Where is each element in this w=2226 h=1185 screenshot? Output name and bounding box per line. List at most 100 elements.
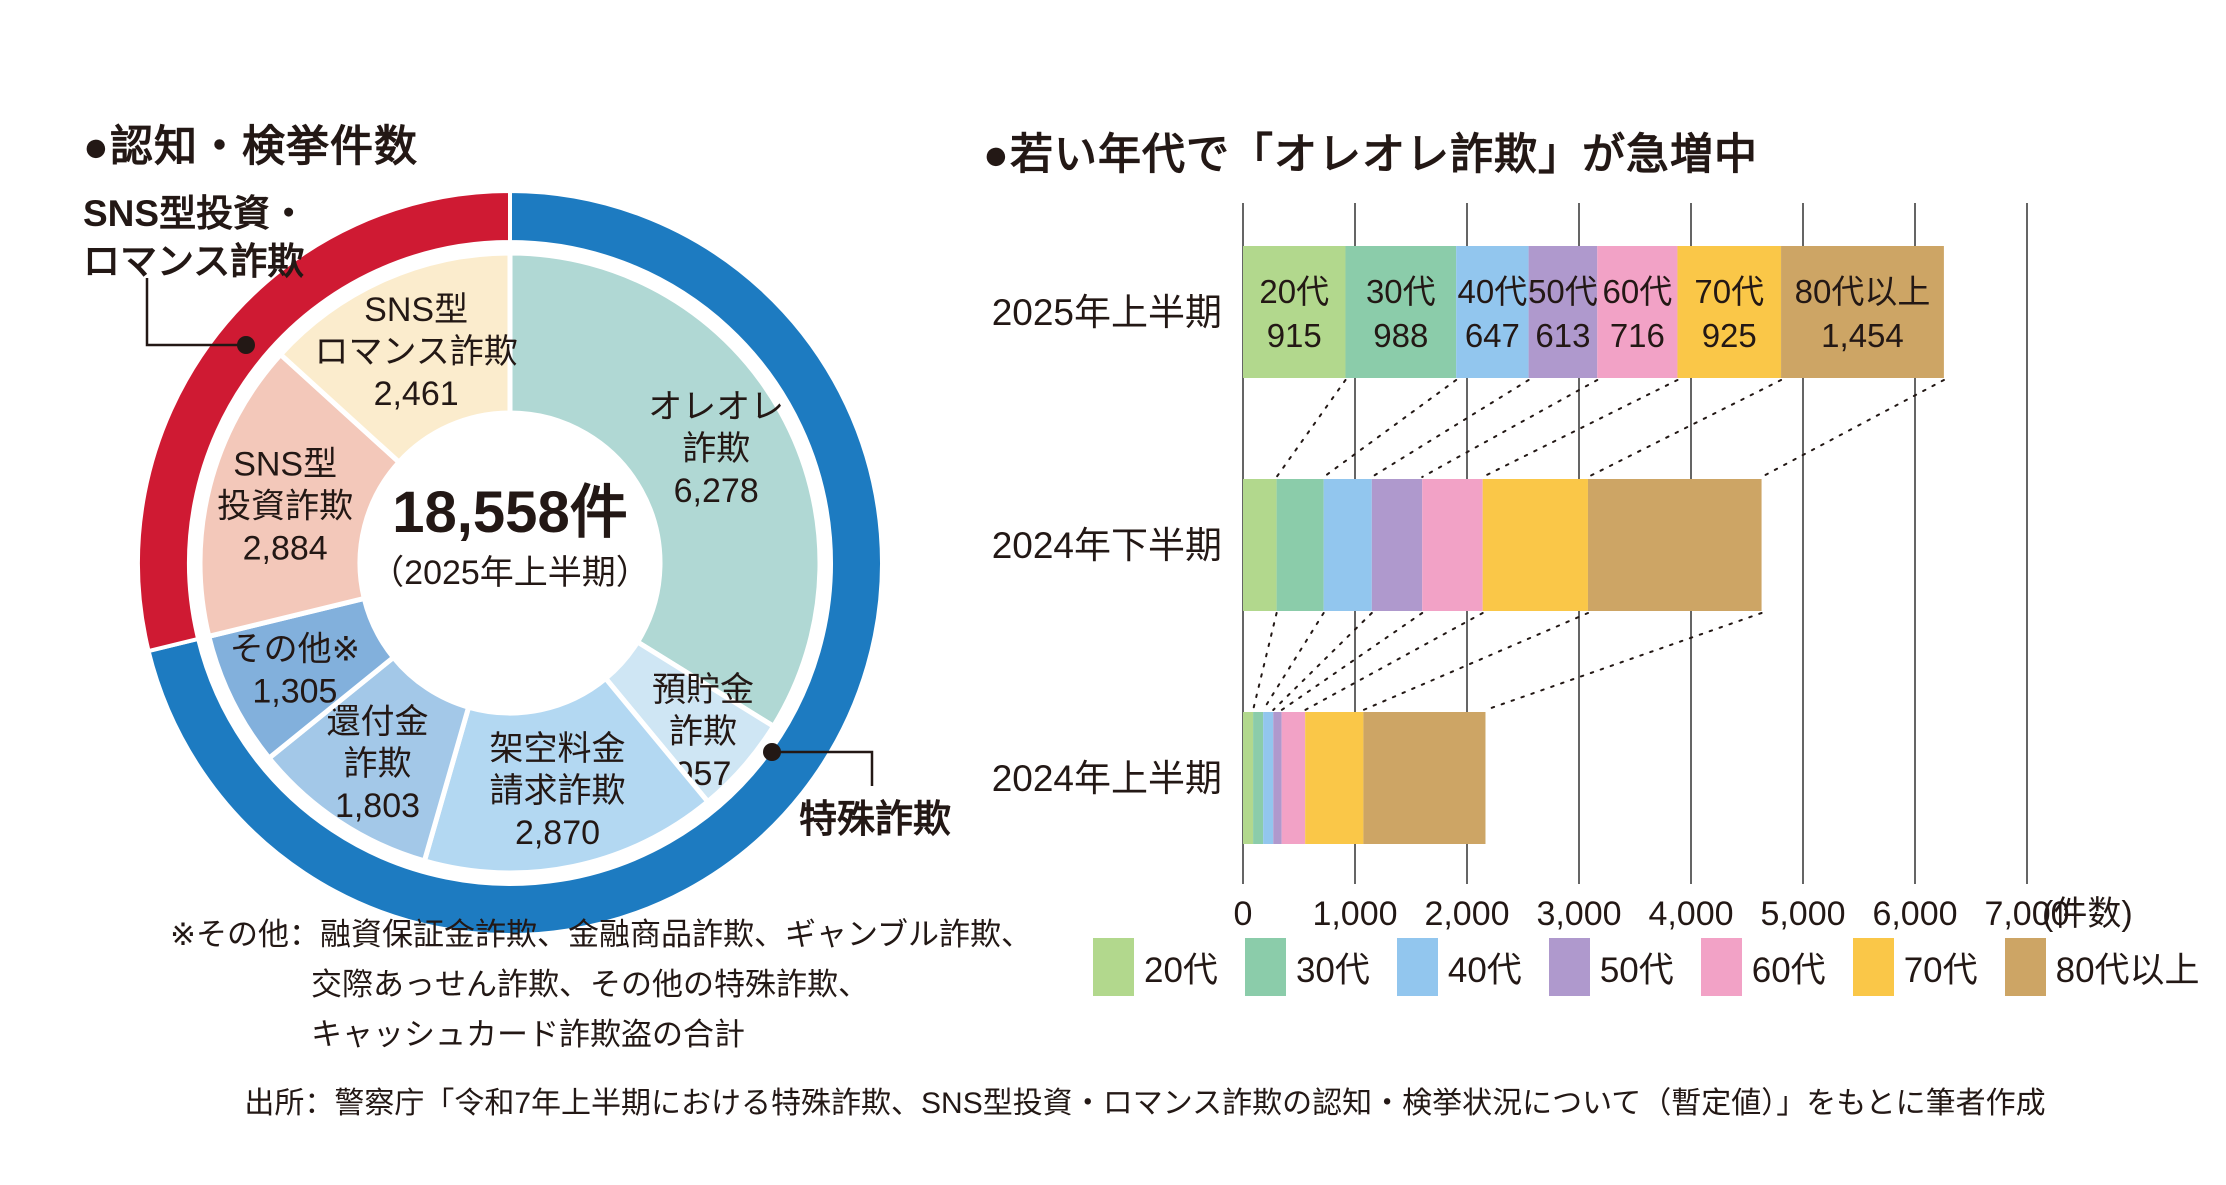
bar-segment-40代 — [1323, 479, 1372, 611]
legend: 20代 30代 40代 50代 60代 70代 80代以上 — [1093, 938, 2200, 996]
row-label-2: 2024年下半期 — [992, 525, 1222, 566]
x-tick-label: 2,000 — [1424, 895, 1509, 933]
sns-annotation-line — [145, 278, 240, 347]
legend-swatch — [2004, 938, 2046, 996]
connector-dotted-line — [1421, 379, 1599, 478]
donut-segment-label-toushi: SNS型投資詐欺 2,884 — [217, 446, 353, 568]
legend-swatch — [1093, 938, 1134, 996]
donut-segment-oreore — [507, 250, 823, 729]
legend-item-70代: 70代 — [1852, 938, 1978, 996]
x-tick-label: 7,000 — [1984, 895, 2069, 933]
connector-dotted-line — [1322, 379, 1458, 478]
x-tick-label: 6,000 — [1872, 895, 1957, 933]
bar-segment-40代 — [1263, 712, 1274, 844]
bar-segment-30代 — [1276, 479, 1324, 611]
bar-segment-60代 — [1422, 479, 1483, 611]
connector-dotted-line — [1760, 379, 1945, 478]
bar-segment-80代以上 — [1587, 479, 1762, 611]
footnote-line: ※その他：融資保証金詐欺、金融商品詐欺、ギャンブル詐欺、 — [170, 917, 1033, 952]
legend-item-30代: 30代 — [1244, 938, 1370, 996]
donut-segment-romance — [278, 250, 513, 465]
legend-label: 50代 — [1599, 950, 1674, 990]
donut-segment-label-sonota: その他※ 1,305 — [230, 630, 361, 710]
bar-segment-20代 — [1243, 246, 1346, 378]
legend-swatch — [1700, 938, 1742, 996]
footnote: ※その他：融資保証金詐欺、金融商品詐欺、ギャンブル詐欺、交際あっせん詐欺、その他… — [170, 910, 1032, 1060]
bar-segment-60代 — [1281, 712, 1306, 844]
connector-dotted-line — [1304, 612, 1484, 711]
left-chart-title: ●認知・検挙件数 — [83, 123, 418, 171]
footnote-line: キャッシュカード詐欺盗の合計 — [311, 1017, 745, 1052]
bar-segment-50代 — [1528, 246, 1598, 378]
legend-swatch — [1396, 938, 1438, 996]
legend-label: 40代 — [1447, 950, 1522, 990]
connector-dotted-line — [1272, 612, 1373, 711]
bar-segment-20代 — [1243, 479, 1277, 611]
bar-segment-80代以上 — [1781, 246, 1944, 378]
bar-segment-label: 70代 925 — [1694, 273, 1764, 354]
footnote-line: 交際あっせん詐欺、その他の特殊詐欺、 — [311, 967, 869, 1002]
bar-segment-label: 30代 988 — [1366, 273, 1436, 354]
legend-swatch — [1244, 938, 1286, 996]
bar-segment-40代 — [1456, 246, 1529, 378]
donut-segment-label-romance: SNS型ロマンス詐欺 2,461 — [314, 291, 517, 413]
bar-segment-label: 20代 915 — [1259, 273, 1329, 354]
x-tick-label: 5,000 — [1760, 895, 1845, 933]
legend-item-60代: 60代 — [1700, 938, 1826, 996]
special-annotation-line — [772, 750, 874, 786]
legend-item-20代: 20代 — [1093, 938, 1218, 996]
sns-fraud-annotation-label: SNS型投資・ ロマンス詐欺 — [83, 190, 307, 286]
legend-label: 30代 — [1295, 950, 1370, 990]
legend-item-50代: 50代 — [1548, 938, 1674, 996]
source-credit: 出所：警察庁「令和7年上半期における特殊詐欺、SNS型投資・ロマンス詐欺の認知・… — [244, 1087, 2046, 1120]
bar-segment-70代 — [1305, 712, 1364, 844]
connector-dotted-line — [1262, 612, 1325, 711]
x-tick-label: 0 — [1234, 895, 1253, 933]
bar-segment-label: 50代 613 — [1528, 273, 1598, 354]
bar-segment-label: 80代以上 1,454 — [1795, 273, 1931, 354]
bar-segment-label: 40代 647 — [1458, 273, 1528, 354]
bar-segment-30代 — [1253, 712, 1264, 844]
connector-dotted-line — [1280, 612, 1424, 711]
x-axis-unit: (件数) — [2042, 895, 2133, 933]
donut-ring-sns — [136, 188, 512, 654]
legend-label: 70代 — [1903, 950, 1978, 990]
bar-segment-60代 — [1597, 246, 1678, 378]
legend-label: 20代 — [1144, 950, 1218, 990]
donut-ring-special — [146, 188, 884, 937]
special-fraud-annotation-label: 特殊詐欺 — [798, 799, 951, 841]
bar-segment-20代 — [1243, 712, 1254, 844]
connector-dotted-line — [1362, 612, 1589, 711]
sns-annotation-line-text: ロマンス詐欺 — [83, 241, 305, 282]
legend-label: 80代以上 — [2055, 950, 2200, 990]
right-chart-title: ●若い年代で「オレオレ詐欺」が急増中 — [983, 131, 1758, 179]
bar-segment-30代 — [1345, 246, 1457, 378]
sns-annotation-dot — [237, 336, 255, 354]
bar-segment-label: 60代 716 — [1602, 273, 1672, 354]
x-tick-label: 1,000 — [1312, 895, 1397, 933]
bar-segment-70代 — [1482, 479, 1588, 611]
connector-dotted-line — [1484, 612, 1763, 711]
bar-segment-80代以上 — [1363, 712, 1486, 844]
donut-segment-label-kakuu: 架空料金請求詐欺 2,870 — [489, 730, 625, 852]
legend-swatch — [1852, 938, 1894, 996]
legend-item-40代: 40代 — [1396, 938, 1522, 996]
bar-segment-50代 — [1371, 479, 1423, 611]
sns-annotation-line-text: SNS型投資・ — [83, 193, 308, 234]
connector-dotted-line — [1252, 612, 1278, 711]
donut-segment-toushi — [197, 352, 402, 639]
connector-dotted-line — [1370, 379, 1530, 478]
connector-dotted-line — [1275, 379, 1347, 478]
x-tick-label: 4,000 — [1648, 895, 1733, 933]
donut-center-total: 18,558件 — [392, 480, 627, 545]
row-label-3: 2024年上半期 — [992, 758, 1222, 799]
donut-center-period: （2025年上半期） — [370, 554, 650, 592]
x-tick-label: 3,000 — [1536, 895, 1621, 933]
row-label-1: 2025年上半期 — [992, 292, 1222, 333]
bar-segment-50代 — [1273, 712, 1282, 844]
legend-item-80代以上: 80代以上 — [2004, 938, 2200, 996]
connector-dotted-line — [1481, 379, 1679, 478]
donut-segment-kakuu — [421, 675, 711, 876]
